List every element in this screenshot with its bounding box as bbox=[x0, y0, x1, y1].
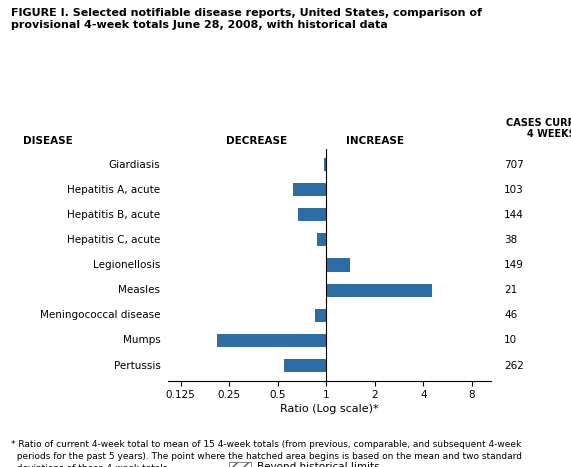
Bar bbox=[315, 309, 327, 322]
Text: INCREASE: INCREASE bbox=[346, 136, 404, 146]
Text: Measles: Measles bbox=[118, 285, 160, 295]
Text: 10: 10 bbox=[504, 335, 517, 346]
Bar bbox=[317, 234, 327, 247]
Text: Hepatitis C, acute: Hepatitis C, acute bbox=[67, 235, 160, 245]
Bar bbox=[327, 259, 350, 271]
Text: CASES CURRENT
4 WEEKS: CASES CURRENT 4 WEEKS bbox=[506, 118, 571, 139]
Text: DECREASE: DECREASE bbox=[226, 136, 287, 146]
Text: Hepatitis A, acute: Hepatitis A, acute bbox=[67, 184, 160, 195]
Text: 38: 38 bbox=[504, 235, 517, 245]
Text: Mumps: Mumps bbox=[123, 335, 160, 346]
Text: DISEASE: DISEASE bbox=[23, 136, 73, 146]
Bar bbox=[324, 158, 327, 171]
Text: Legionellosis: Legionellosis bbox=[93, 260, 160, 270]
Text: Meningococcal disease: Meningococcal disease bbox=[40, 310, 160, 320]
Text: 144: 144 bbox=[504, 210, 524, 220]
Text: * Ratio of current 4-week total to mean of 15 4-week totals (from previous, comp: * Ratio of current 4-week total to mean … bbox=[11, 440, 522, 467]
X-axis label: Ratio (Log scale)*: Ratio (Log scale)* bbox=[280, 404, 379, 415]
Text: Hepatitis B, acute: Hepatitis B, acute bbox=[67, 210, 160, 220]
Text: 21: 21 bbox=[504, 285, 517, 295]
Text: 707: 707 bbox=[504, 160, 524, 170]
Text: 46: 46 bbox=[504, 310, 517, 320]
Legend: Beyond historical limits: Beyond historical limits bbox=[228, 462, 379, 467]
Text: Pertussis: Pertussis bbox=[114, 361, 160, 370]
Bar bbox=[217, 334, 327, 347]
Bar bbox=[298, 208, 327, 221]
Text: provisional 4-week totals June 28, 2008, with historical data: provisional 4-week totals June 28, 2008,… bbox=[11, 20, 388, 29]
Text: FIGURE I. Selected notifiable disease reports, United States, comparison of: FIGURE I. Selected notifiable disease re… bbox=[11, 8, 482, 18]
Bar bbox=[284, 359, 327, 372]
Text: 149: 149 bbox=[504, 260, 524, 270]
Text: 103: 103 bbox=[504, 184, 524, 195]
Text: 262: 262 bbox=[504, 361, 524, 370]
Bar bbox=[293, 183, 327, 196]
Bar bbox=[327, 283, 432, 297]
Text: Giardiasis: Giardiasis bbox=[108, 160, 160, 170]
